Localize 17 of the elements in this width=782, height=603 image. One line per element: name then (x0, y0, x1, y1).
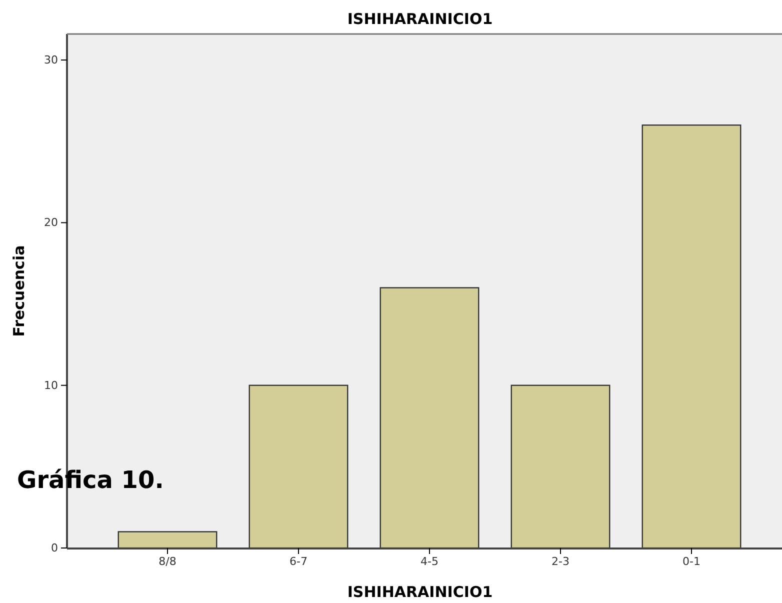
y-tick-label: 10 (44, 378, 58, 392)
bar (380, 287, 480, 549)
y-tick-label: 30 (44, 54, 58, 67)
y-axis-title: Frecuencia (10, 245, 28, 337)
x-tick-label: 6-7 (290, 554, 308, 568)
x-axis-title: ISHIHARAINICIO1 (347, 583, 493, 601)
chart-title: ISHIHARAINICIO1 (347, 10, 493, 28)
bar (248, 384, 348, 549)
bar (118, 531, 218, 549)
x-tick-label: 4-5 (420, 554, 438, 568)
x-tick-label: 2-3 (552, 554, 570, 568)
x-tick-label: 8/8 (158, 554, 176, 568)
y-tick-label: 20 (44, 216, 58, 230)
bar (642, 124, 742, 549)
bar (510, 384, 610, 549)
y-tick-label: 0 (51, 542, 58, 555)
x-tick-label: 0-1 (682, 554, 700, 568)
